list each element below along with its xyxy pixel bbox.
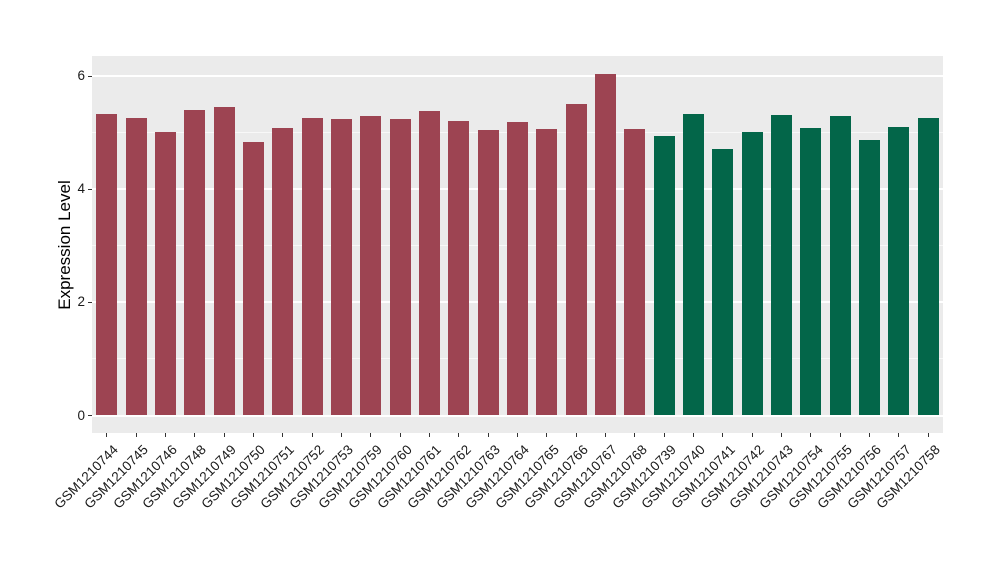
bar-GSM1210767	[595, 73, 617, 416]
bar-GSM1210750	[242, 142, 264, 416]
bar-GSM1210758	[917, 118, 939, 416]
bar-GSM1210743	[771, 115, 793, 416]
y-tick-mark	[88, 301, 92, 303]
bar-GSM1210749	[213, 107, 235, 416]
bar-GSM1210762	[448, 120, 470, 416]
y-tick-label: 4	[77, 181, 85, 197]
x-tick-mark	[575, 433, 577, 437]
x-tick-mark	[634, 433, 636, 437]
x-tick-mark	[428, 433, 430, 437]
bar-GSM1210741	[712, 148, 734, 416]
y-tick-label: 6	[77, 68, 85, 84]
bar-GSM1210761	[418, 111, 440, 416]
bar-GSM1210766	[565, 103, 587, 416]
plot-panel	[92, 56, 943, 433]
bar-GSM1210739	[653, 136, 675, 416]
bar-GSM1210748	[184, 109, 206, 416]
x-tick-mark	[722, 433, 724, 437]
x-tick-mark	[517, 433, 518, 437]
bar-GSM1210754	[800, 128, 822, 416]
bar-GSM1210757	[888, 127, 910, 416]
x-tick-mark	[927, 433, 929, 437]
y-axis-title: Expression Level	[55, 179, 74, 310]
bar-GSM1210742	[741, 132, 763, 416]
x-tick-mark	[282, 433, 284, 437]
y-tick-label: 0	[77, 407, 85, 423]
x-tick-mark	[164, 433, 166, 437]
x-tick-mark	[106, 433, 108, 437]
x-tick-mark	[135, 433, 137, 437]
gridline-major	[92, 414, 943, 417]
bar-GSM1210740	[683, 113, 705, 416]
y-tick-mark	[88, 75, 92, 77]
x-tick-mark	[311, 433, 313, 437]
x-tick-mark	[487, 433, 489, 437]
bar-GSM1210764	[507, 122, 528, 416]
x-tick-mark	[223, 433, 225, 437]
x-tick-mark	[605, 433, 607, 437]
bar-GSM1210759	[360, 116, 382, 416]
x-tick-mark	[869, 433, 871, 437]
y-tick-mark	[88, 415, 92, 416]
bar-GSM1210755	[829, 116, 851, 416]
bar-GSM1210746	[154, 132, 176, 416]
gridline-major	[92, 75, 943, 78]
x-tick-mark	[399, 433, 401, 437]
bar-GSM1210756	[859, 140, 881, 416]
x-tick-mark	[781, 433, 783, 437]
bar-GSM1210760	[389, 119, 411, 416]
x-tick-mark	[546, 433, 548, 437]
x-tick-mark	[252, 433, 254, 437]
bar-GSM1210745	[125, 118, 147, 416]
x-tick-mark	[194, 433, 196, 437]
x-tick-mark	[751, 433, 753, 437]
y-tick-mark	[88, 188, 92, 190]
x-tick-mark	[810, 433, 812, 437]
x-tick-mark	[370, 433, 372, 437]
x-tick-mark	[458, 433, 460, 437]
y-tick-label: 2	[77, 294, 85, 310]
x-tick-mark	[693, 433, 695, 437]
bar-GSM1210763	[477, 130, 499, 416]
x-tick-mark	[839, 433, 841, 437]
bar-GSM1210752	[301, 118, 323, 416]
bar-GSM1210744	[96, 114, 118, 416]
bar-GSM1210768	[624, 129, 646, 416]
bar-GSM1210753	[330, 118, 352, 416]
x-tick-mark	[340, 433, 342, 437]
bar-GSM1210751	[272, 127, 294, 416]
x-tick-mark	[663, 433, 665, 437]
x-tick-mark	[898, 433, 900, 437]
bar-GSM1210765	[536, 129, 558, 416]
